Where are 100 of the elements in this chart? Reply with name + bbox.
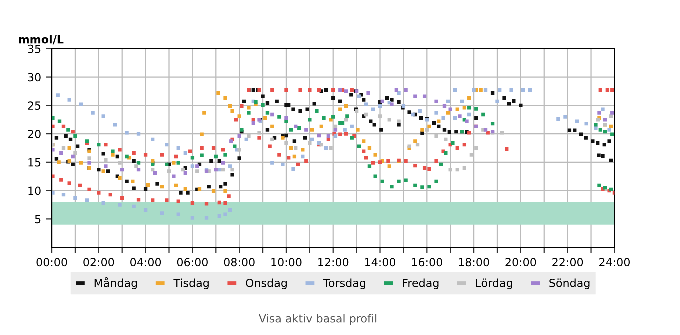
point: [214, 168, 218, 172]
legend-label: Söndag: [550, 278, 590, 290]
point: [252, 121, 256, 126]
point: [414, 94, 418, 98]
x-tick-label: 00:00: [36, 258, 68, 267]
point: [444, 138, 448, 142]
x-tick-label: 14:00: [365, 258, 396, 267]
x-tick-label: 04:00: [130, 258, 162, 267]
point: [221, 168, 226, 172]
point: [390, 102, 394, 106]
point: [448, 168, 452, 172]
point: [465, 120, 469, 124]
point: [364, 112, 368, 117]
point: [500, 131, 504, 135]
x-tick-label: 12:00: [318, 258, 349, 267]
point: [221, 161, 226, 165]
point: [598, 111, 602, 115]
point: [230, 168, 234, 172]
text: Visa aktiv basal profil: [258, 314, 377, 325]
point: [62, 146, 66, 150]
point: [258, 131, 262, 135]
point: [380, 100, 384, 104]
point: [304, 128, 308, 132]
point: [74, 152, 78, 156]
point: [320, 142, 324, 147]
point: [284, 141, 288, 145]
x-tick-label: 16:00: [412, 258, 442, 267]
point: [196, 170, 200, 174]
point: [434, 134, 438, 138]
y-tick-label: 15: [28, 158, 41, 167]
point: [366, 91, 370, 96]
point: [52, 148, 55, 152]
point: [308, 141, 312, 145]
point: [474, 146, 478, 150]
point: [394, 88, 399, 92]
point: [422, 94, 427, 98]
point: [71, 154, 75, 159]
point: [136, 168, 141, 172]
legend-label: Torsdag: [324, 278, 366, 290]
legend-label: Fredag: [403, 278, 439, 290]
point: [184, 171, 188, 176]
point: [344, 118, 348, 122]
point: [388, 118, 392, 122]
point: [448, 108, 452, 112]
point: [172, 174, 176, 178]
point: [317, 134, 322, 138]
x-tick-label: 18:00: [459, 258, 490, 267]
y-tick-label: 25: [28, 102, 41, 110]
point: [484, 128, 488, 132]
y-tick-label: 35: [28, 44, 41, 54]
y-tick-label: 5: [35, 215, 41, 224]
point: [442, 104, 447, 108]
point: [120, 168, 124, 172]
point: [118, 161, 122, 165]
point: [88, 161, 92, 165]
y-tick-label: 20: [28, 130, 41, 138]
point: [434, 100, 438, 104]
point: [610, 111, 614, 115]
point: [104, 164, 108, 168]
point: [181, 168, 186, 172]
point: [425, 128, 429, 132]
x-tick-label: 22:00: [552, 258, 584, 267]
point: [104, 158, 108, 162]
point: [153, 171, 158, 176]
y-axis-title: mmol/L: [19, 35, 64, 45]
point: [458, 114, 462, 118]
point: [456, 168, 460, 172]
legend-label: Måndag: [94, 277, 138, 290]
point: [270, 138, 274, 142]
point: [326, 134, 331, 138]
point: [167, 170, 172, 174]
legend-label: Lördag: [476, 278, 512, 290]
point: [270, 112, 274, 117]
point: [338, 88, 342, 92]
y-tick-label: 30: [28, 73, 41, 82]
legend-label: Onsdag: [246, 278, 287, 290]
point: [416, 142, 420, 147]
x-tick-label: 20:00: [506, 258, 536, 267]
point: [404, 88, 408, 92]
x-tick-label: 08:00: [224, 258, 255, 267]
x-tick-label: 02:00: [84, 258, 114, 267]
point: [294, 124, 298, 129]
y-tick-label: 10: [28, 186, 41, 196]
point: [151, 168, 155, 172]
point: [294, 146, 298, 150]
point: [334, 128, 338, 132]
point: [284, 116, 288, 120]
point: [134, 164, 138, 168]
point: [238, 134, 242, 138]
x-tick-label: 24:00: [600, 258, 630, 267]
point: [329, 146, 333, 150]
point: [238, 148, 242, 152]
point: [88, 156, 92, 160]
point: [344, 90, 348, 94]
x-tick-label: 10:00: [272, 258, 302, 267]
point: [196, 164, 200, 168]
x-tick-label: 06:00: [177, 258, 208, 267]
legend-label: Tisdag: [174, 278, 209, 290]
point: [462, 166, 467, 170]
point: [609, 114, 614, 118]
